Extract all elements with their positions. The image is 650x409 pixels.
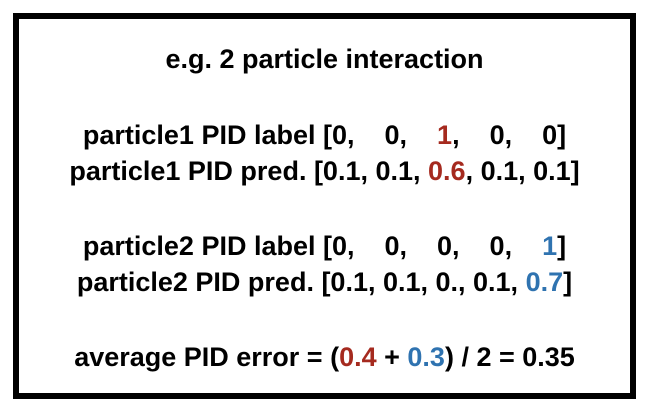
particle2-pred-line: particle2 PID pred. [0.1, 0.1, 0., 0.1, … bbox=[19, 266, 630, 298]
particle1-pred-suffix: , 0.1, 0.1] bbox=[465, 156, 580, 186]
average-term2: 0.3 bbox=[407, 342, 445, 372]
particle1-pred-prefix: particle1 PID pred. [0.1, 0.1, bbox=[69, 156, 429, 186]
average-plus: + bbox=[376, 342, 408, 372]
particle2-label-line: particle2 PID label [0, 0, 0, 0, 1] bbox=[19, 230, 630, 262]
particle2-label-highlight: 1 bbox=[542, 231, 558, 261]
particle1-label-line: particle1 PID label [0, 0, 1, 0, 0] bbox=[19, 119, 630, 151]
particle1-label-suffix: , 0, 0] bbox=[452, 120, 567, 150]
particle2-pred-prefix: particle2 PID pred. [0.1, 0.1, 0., 0.1, bbox=[76, 267, 526, 297]
average-prefix: average PID error = ( bbox=[74, 342, 340, 372]
particle1-label-prefix: particle1 PID label [0, 0, bbox=[82, 120, 438, 150]
particle2-label-suffix: ] bbox=[557, 231, 567, 261]
average-suffix: ) / 2 = 0.35 bbox=[444, 342, 575, 372]
particle2-label-prefix: particle2 PID label [0, 0, 0, 0, bbox=[82, 231, 543, 261]
average-term1: 0.4 bbox=[339, 342, 377, 372]
diagram-frame: e.g. 2 particle interaction particle1 PI… bbox=[13, 13, 636, 399]
particle1-pred-line: particle1 PID pred. [0.1, 0.1, 0.6, 0.1,… bbox=[19, 155, 630, 187]
diagram-title: e.g. 2 particle interaction bbox=[165, 44, 484, 74]
particle1-pred-highlight: 0.6 bbox=[428, 156, 466, 186]
particle2-pred-suffix: ] bbox=[563, 267, 573, 297]
average-error-line: average PID error = (0.4 + 0.3) / 2 = 0.… bbox=[19, 341, 630, 373]
particle1-label-highlight: 1 bbox=[437, 120, 453, 150]
particle2-pred-highlight: 0.7 bbox=[525, 267, 564, 297]
